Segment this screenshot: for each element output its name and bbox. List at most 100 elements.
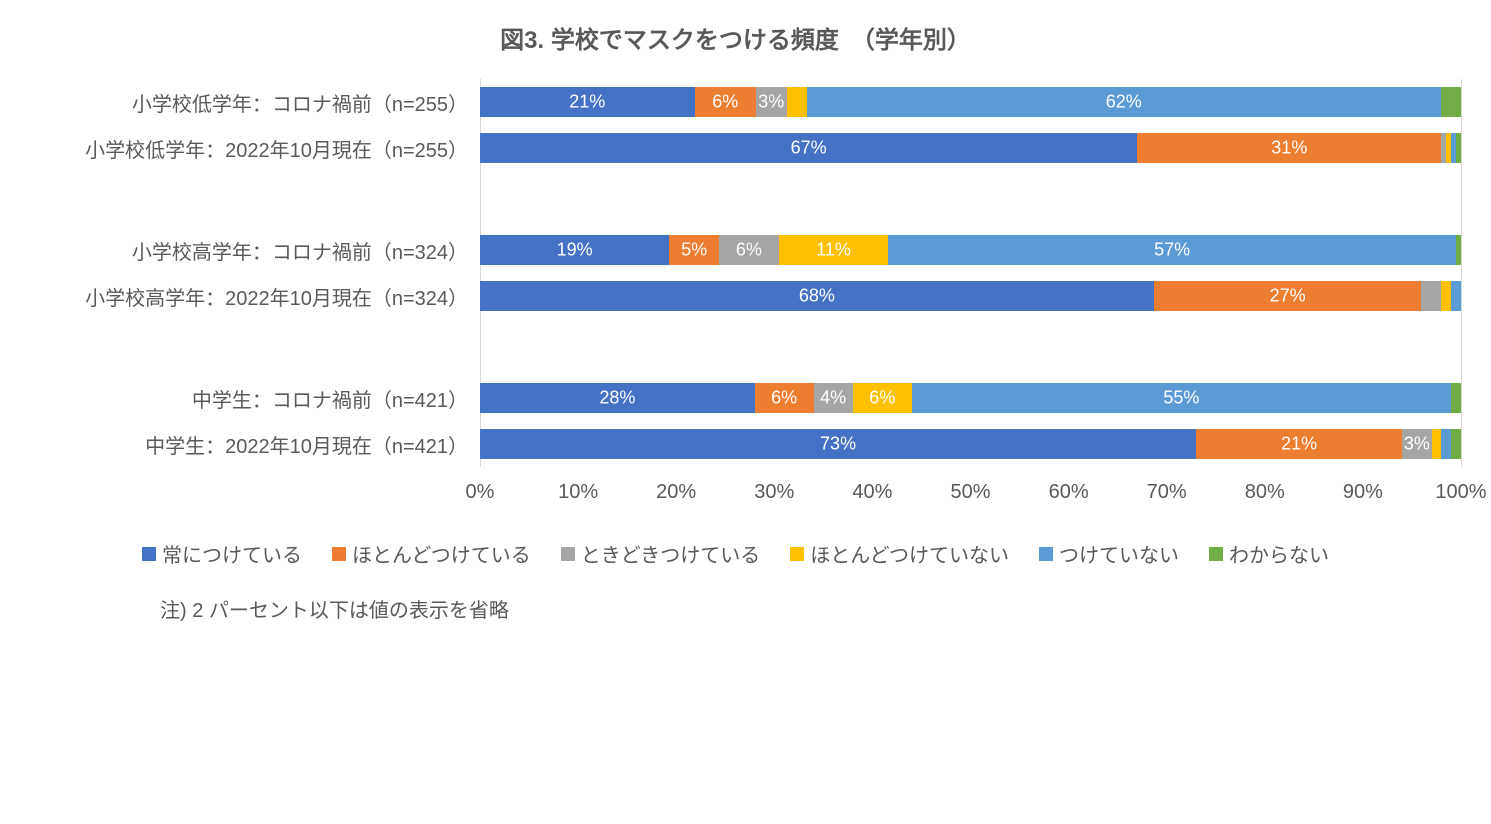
x-tick: 20%	[656, 481, 696, 504]
segment-value-label: 21%	[569, 92, 605, 113]
x-tick: 10%	[558, 481, 598, 504]
bar-track: 73% 21% 3%	[480, 429, 1461, 459]
bar-segment	[1421, 281, 1441, 311]
bar-segment: 6%	[695, 87, 756, 117]
bar-segment: 11%	[779, 235, 889, 265]
legend-label: ほとんどつけている	[352, 539, 531, 568]
legend-swatch	[1209, 547, 1223, 561]
row-label: 小学校高学年：コロナ禍前（n=324）	[10, 236, 480, 265]
segment-value-label: 27%	[1270, 286, 1306, 307]
legend-item: ほとんどつけていない	[790, 539, 1009, 568]
legend-item: わからない	[1209, 539, 1329, 568]
bar-track: 28% 6% 4% 6% 55%	[480, 383, 1461, 413]
bar-segment	[1432, 429, 1442, 459]
segment-value-label: 55%	[1163, 388, 1199, 409]
legend-item: ほとんどつけている	[332, 539, 531, 568]
legend-item: つけていない	[1039, 539, 1179, 568]
bar-segment	[1441, 429, 1451, 459]
bar-segment: 27%	[1154, 281, 1422, 311]
bar-segment: 68%	[480, 281, 1154, 311]
group-gap	[10, 171, 1461, 227]
x-tick: 70%	[1147, 481, 1187, 504]
bar-segment	[1456, 235, 1461, 265]
legend-swatch	[332, 547, 346, 561]
x-tick: 50%	[950, 481, 990, 504]
x-tick: 80%	[1245, 481, 1285, 504]
legend-item: 常につけている	[142, 539, 302, 568]
bar-segment	[1451, 429, 1461, 459]
bar-segment	[787, 87, 807, 117]
segment-value-label: 6%	[712, 92, 738, 113]
legend-label: 常につけている	[162, 539, 302, 568]
bar-track: 19% 5% 6% 11% 57%	[480, 235, 1461, 265]
chart-row: 中学生：コロナ禍前（n=421） 28% 6% 4% 6% 55%	[10, 375, 1461, 421]
x-tick: 100%	[1435, 481, 1486, 504]
segment-value-label: 67%	[791, 138, 827, 159]
chart-row: 小学校高学年：2022年10月現在（n=324） 68% 27%	[10, 273, 1461, 319]
bar-track: 21% 6% 3% 62%	[480, 87, 1461, 117]
legend-label: わからない	[1229, 539, 1329, 568]
plot-region: 小学校低学年：コロナ禍前（n=255）21%6%3%62%小学校低学年：2022…	[10, 79, 1461, 467]
row-label: 中学生：コロナ禍前（n=421）	[10, 384, 480, 413]
footnote: 注) 2 パーセント以下は値の表示を省略	[160, 594, 1461, 623]
segment-value-label: 62%	[1106, 92, 1142, 113]
chart-row: 中学生：2022年10月現在（n=421）73% 21% 3%	[10, 421, 1461, 467]
bar-track: 68% 27%	[480, 281, 1461, 311]
x-tick: 0%	[466, 481, 495, 504]
legend-swatch	[561, 547, 575, 561]
x-axis: 0%10%20%30%40%50%60%70%80%90%100%	[10, 481, 1461, 511]
bar-segment: 73%	[480, 429, 1196, 459]
x-tick: 40%	[852, 481, 892, 504]
group-gap	[10, 319, 1461, 375]
chart-row: 小学校高学年：コロナ禍前（n=324） 19% 5% 6% 11% 57%	[10, 227, 1461, 273]
segment-value-label: 3%	[1404, 434, 1430, 455]
bar-segment: 4%	[814, 383, 853, 413]
legend-swatch	[790, 547, 804, 561]
chart-row: 小学校低学年：2022年10月現在（n=255） 67% 31%	[10, 125, 1461, 171]
segment-value-label: 6%	[869, 388, 895, 409]
legend-label: つけていない	[1059, 539, 1179, 568]
bar-segment: 21%	[480, 87, 695, 117]
bar-segment: 62%	[807, 87, 1441, 117]
legend-label: ときどきつけている	[581, 539, 760, 568]
bar-track: 67% 31%	[480, 133, 1461, 163]
segment-value-label: 31%	[1271, 138, 1307, 159]
chart-area: 小学校低学年：コロナ禍前（n=255）21%6%3%62%小学校低学年：2022…	[10, 79, 1461, 511]
bar-segment: 5%	[669, 235, 719, 265]
segment-value-label: 19%	[557, 240, 593, 261]
bar-segment: 6%	[853, 383, 912, 413]
segment-value-label: 28%	[599, 388, 635, 409]
bar-segment: 3%	[756, 87, 787, 117]
row-label: 小学校低学年：2022年10月現在（n=255）	[10, 134, 480, 163]
bar-segment: 67%	[480, 133, 1137, 163]
bar-segment: 57%	[888, 235, 1456, 265]
bar-segment	[1451, 383, 1461, 413]
bar-segment: 21%	[1196, 429, 1402, 459]
x-tick: 90%	[1343, 481, 1383, 504]
segment-value-label: 4%	[820, 388, 846, 409]
bar-segment: 19%	[480, 235, 669, 265]
chart-row: 小学校低学年：コロナ禍前（n=255）21%6%3%62%	[10, 79, 1461, 125]
legend-swatch	[1039, 547, 1053, 561]
segment-value-label: 57%	[1154, 240, 1190, 261]
row-label: 中学生：2022年10月現在（n=421）	[10, 430, 480, 459]
bar-segment	[1441, 87, 1461, 117]
row-label: 小学校高学年：2022年10月現在（n=324）	[10, 282, 480, 311]
legend: 常につけている ほとんどつけている ときどきつけている ほとんどつけていない つけていな…	[10, 539, 1461, 568]
bar-segment: 6%	[719, 235, 779, 265]
bar-segment	[1451, 281, 1461, 311]
x-tick: 60%	[1049, 481, 1089, 504]
legend-item: ときどきつけている	[561, 539, 760, 568]
segment-value-label: 3%	[758, 92, 784, 113]
legend-swatch	[142, 547, 156, 561]
segment-value-label: 21%	[1281, 434, 1317, 455]
segment-value-label: 5%	[681, 240, 707, 261]
segment-value-label: 11%	[816, 240, 851, 261]
chart-title: 図3. 学校でマスクをつける頻度 （学年別）	[10, 20, 1461, 55]
bar-segment	[1441, 281, 1451, 311]
bar-segment: 55%	[912, 383, 1452, 413]
bar-segment	[1456, 133, 1461, 163]
segment-value-label: 6%	[771, 388, 797, 409]
legend-label: ほとんどつけていない	[810, 539, 1009, 568]
segment-value-label: 68%	[799, 286, 835, 307]
